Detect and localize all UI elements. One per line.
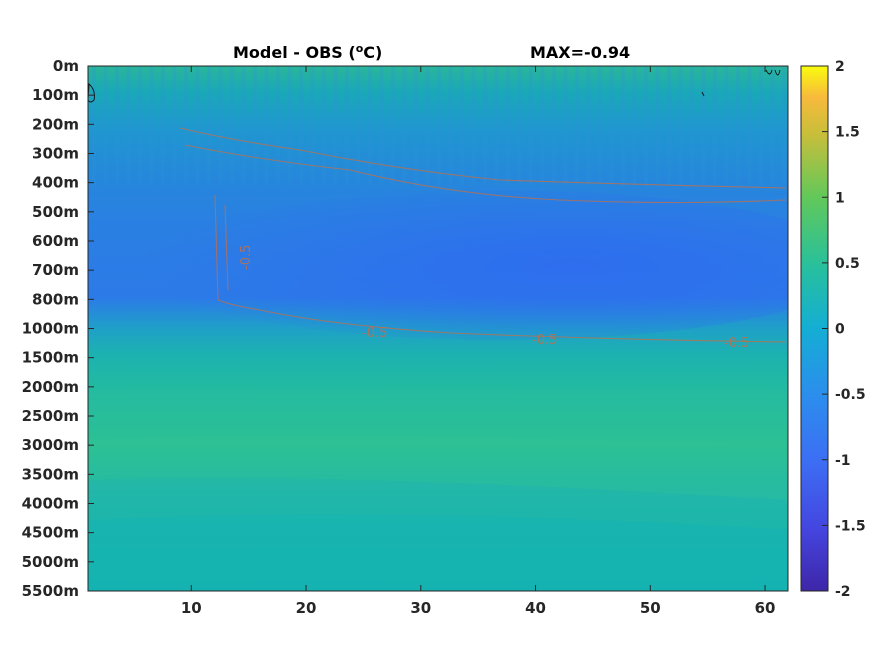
y-tick-label: 600m [32, 232, 79, 250]
chart-title-right: MAX=-0.94 [530, 43, 630, 62]
colorbar-tick-label: -2 [835, 584, 851, 600]
y-tick-label: 800m [32, 290, 79, 308]
y-tick-label: 200m [32, 115, 79, 133]
y-tick-label: 4000m [22, 495, 79, 513]
colorbar: 2 1.5 1 0.5 0 -0.5 -1 -1.5 -2 [800, 59, 866, 600]
y-axis: 0m 100m 200m 300m 400m 500m 600m 700m 800m 1000m 1… [22, 57, 94, 600]
y-tick-label: 2000m [22, 378, 79, 396]
y-tick-label: 5000m [22, 553, 79, 571]
heatmap-field [88, 66, 788, 591]
colorbar-tick-label: -1.5 [835, 518, 866, 534]
colorbar-tick-label: 1 [835, 190, 845, 206]
x-tick-label: 30 [410, 599, 431, 617]
x-tick-label: 10 [181, 599, 202, 617]
y-tick-label: 700m [32, 261, 79, 279]
contour-label: -0.5 [239, 245, 254, 270]
y-tick-label: 400m [32, 174, 79, 192]
x-tick-label: 50 [640, 599, 661, 617]
y-tick-label: 2500m [22, 407, 79, 425]
y-tick-label: 1000m [22, 320, 79, 338]
y-tick-label: 100m [32, 86, 79, 104]
contour-label: -0.5 [362, 326, 387, 341]
chart-title-left: Model - OBS (oC) [233, 42, 382, 62]
colorbar-tick-label: 0.5 [835, 256, 860, 272]
surface-striping [92, 66, 786, 186]
y-tick-label: 300m [32, 145, 79, 163]
y-tick-label: 4500m [22, 524, 79, 542]
contour-label-group: -0.5 -0.5 -0.5 -0.5 [239, 245, 749, 351]
colorbar-tick-label: -0.5 [835, 387, 866, 403]
y-tick-label: 3500m [22, 465, 79, 483]
colorbar-tick-label: 0 [835, 322, 845, 338]
contour-label: -0.5 [724, 336, 749, 351]
colorbar-tick-label: -1 [835, 453, 851, 469]
y-tick-label: 1500m [22, 349, 79, 367]
x-axis: 10 20 30 40 50 60 [181, 66, 776, 617]
contour-label: -0.5 [532, 333, 557, 348]
contour-lines [179, 127, 787, 343]
x-tick-label: 60 [755, 599, 776, 617]
y-tick-label: 500m [32, 203, 79, 221]
colorbar-tick-label: 1.5 [835, 125, 860, 141]
y-tick-label: 5500m [22, 582, 79, 600]
colorbar-ticks: 2 1.5 1 0.5 0 -0.5 -1 -1.5 -2 [822, 59, 866, 600]
surface-contours [88, 69, 781, 103]
x-tick-label: 20 [296, 599, 317, 617]
x-tick-label: 40 [525, 599, 546, 617]
colorbar-tick-label: 2 [835, 59, 845, 75]
y-tick-label: 3000m [22, 436, 79, 454]
y-tick-label: 0m [53, 57, 79, 75]
